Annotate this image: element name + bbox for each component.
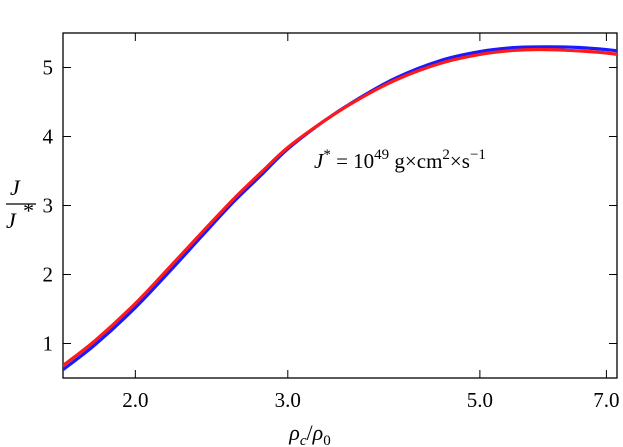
y-tick-label-2: 3 (43, 194, 54, 218)
y-tick-label-0: 1 (43, 332, 54, 356)
y-label-star: * (22, 198, 33, 223)
y-axis-label: J J * (6, 175, 36, 233)
series-line-1 (63, 47, 617, 368)
x-tick-label-0: 2.0 (122, 388, 148, 412)
y-tick-label-4: 5 (43, 56, 54, 80)
plot-frame (62, 32, 618, 379)
annotation-j-star: J* = 1049 g×cm2×s−1 (314, 147, 486, 173)
series-line-0 (63, 45, 617, 372)
x-axis-label: ρc/ρ0 (288, 420, 330, 447)
ticks: 2.0 3.0 5.0 7.0 1 2 3 4 5 (43, 33, 620, 412)
y-label-denominator: J (6, 208, 17, 233)
y-label-numerator: J (10, 175, 21, 200)
x-tick-label-2: 5.0 (467, 388, 493, 412)
y-tick-label-1: 2 (43, 263, 54, 287)
x-tick-label-3: 7.0 (593, 388, 619, 412)
x-tick-label-1: 3.0 (275, 388, 301, 412)
series-group (63, 45, 617, 372)
y-tick-label-3: 4 (43, 125, 54, 149)
